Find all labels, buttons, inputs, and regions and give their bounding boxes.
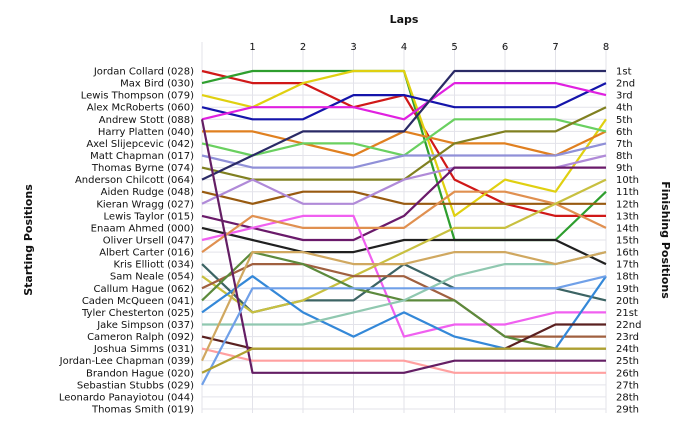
series-line-22	[202, 251, 607, 326]
series-line-5	[201, 81, 607, 121]
x-axis-title: Laps	[390, 13, 419, 26]
series-line-13	[201, 166, 606, 242]
starting-position-label: Cameron Ralph (092)	[87, 332, 194, 343]
series-line-11	[201, 190, 606, 205]
starting-position-label: Enaam Ahmed (000)	[91, 223, 194, 234]
finishing-position-label: 7th	[616, 139, 633, 150]
finishing-position-label: 24th	[616, 344, 639, 355]
series-line-10	[201, 69, 606, 181]
finishing-position-label: 29th	[616, 405, 639, 416]
finishing-position-label: 25th	[616, 356, 639, 367]
finishing-position-label: 20th	[616, 296, 639, 307]
finishing-position-label: 18th	[616, 272, 639, 283]
x-tick-label: 6	[502, 42, 508, 53]
starting-position-label: Tyler Chesterton (025)	[81, 308, 194, 319]
finishing-position-label: 22nd	[616, 320, 641, 331]
starting-position-label: Brandon Hague (020)	[86, 368, 194, 379]
starting-position-label: Alex McRoberts (060)	[87, 103, 194, 114]
finishing-position-label: 9th	[616, 163, 633, 174]
series-line-14	[201, 226, 607, 266]
starting-position-label: Jake Simpson (037)	[96, 320, 194, 331]
starting-position-label: Axel Slijepcevic (042)	[86, 139, 194, 150]
starting-position-label: Leonardo Panayiotou (044)	[59, 392, 194, 403]
finishing-position-label: 4th	[616, 103, 633, 114]
starting-position-label: Aiden Rudge (048)	[101, 187, 194, 198]
left-axis-title: Starting Positions	[22, 184, 35, 296]
x-tick-label: 1	[249, 42, 255, 53]
starting-position-label: Oliver Ursell (047)	[103, 236, 194, 247]
finishing-position-label: 8th	[616, 151, 633, 162]
x-tick-label: 7	[552, 42, 558, 53]
finishing-position-label: 27th	[616, 380, 639, 391]
finishing-position-label: 2nd	[616, 79, 635, 90]
finishing-position-label: 19th	[616, 284, 639, 295]
series-line-4	[201, 82, 607, 121]
starting-position-label: Kris Elliott (034)	[113, 260, 194, 271]
finishing-position-label: 3rd	[616, 91, 633, 102]
starting-position-label: Thomas Byrne (074)	[91, 163, 194, 174]
finishing-position-label: 12th	[616, 199, 639, 210]
starting-position-label: Joshua Simms (031)	[93, 344, 194, 355]
x-tick-label: 4	[401, 42, 407, 53]
starting-position-label: Sam Neale (054)	[110, 272, 194, 283]
starting-position-label: Sebastian Stubbs (029)	[77, 380, 194, 391]
finishing-position-label: 17th	[616, 260, 639, 271]
series-line-25	[201, 251, 607, 362]
starting-position-label: Harry Platten (040)	[98, 127, 194, 138]
finishing-position-label: 10th	[616, 175, 639, 186]
x-tick-label: 2	[300, 42, 306, 53]
x-tick-label: 8	[603, 42, 609, 53]
series-line-28	[201, 347, 606, 374]
x-tick-label: 5	[451, 42, 457, 53]
starting-position-label: Anderson Chilcott (064)	[75, 175, 194, 186]
starting-position-label: Max Bird (030)	[120, 79, 194, 90]
finishing-position-label: 26th	[616, 368, 639, 379]
starting-position-label: Jordan-Lee Chapman (039)	[59, 356, 194, 367]
series-line-24	[201, 347, 606, 374]
starting-position-label: Lewis Thompson (079)	[81, 91, 194, 102]
finishing-position-label: 5th	[616, 115, 633, 126]
finishing-position-label: 13th	[616, 211, 639, 222]
finishing-position-label: 21st	[616, 308, 638, 319]
starting-position-label: Lewis Taylor (015)	[104, 211, 195, 222]
starting-position-label: Kieran Wragg (027)	[96, 199, 194, 210]
finishing-position-label: 23rd	[616, 332, 639, 343]
starting-position-label: Jordan Collard (028)	[93, 67, 194, 78]
starting-position-label: Callum Hague (062)	[94, 284, 195, 295]
finishing-position-label: 14th	[616, 223, 639, 234]
finishing-position-label: 11th	[616, 187, 639, 198]
starting-position-label: Albert Carter (016)	[99, 248, 194, 259]
series-line-27	[201, 275, 607, 386]
starting-position-label: Andrew Stott (088)	[99, 115, 194, 126]
finishing-position-label: 6th	[616, 127, 633, 138]
starting-position-label: Matt Chapman (017)	[90, 151, 194, 162]
series-line-19	[201, 263, 606, 338]
finishing-position-label: 1st	[616, 67, 632, 78]
starting-position-label: Caden McQueen (041)	[82, 296, 194, 307]
starting-position-label: Thomas Smith (019)	[91, 405, 194, 416]
series-line-18	[201, 178, 607, 314]
series-line-16	[201, 190, 607, 253]
finishing-position-label: 28th	[616, 392, 639, 403]
x-tick-label: 3	[350, 42, 356, 53]
series-line-8	[201, 142, 607, 169]
series-line-15	[201, 214, 606, 338]
right-axis-title: Finishing Positions	[659, 181, 672, 299]
series-line-3	[201, 69, 607, 217]
finishing-position-label: 15th	[616, 236, 639, 247]
finishing-position-label: 16th	[616, 248, 639, 259]
series-line-26	[200, 119, 606, 374]
